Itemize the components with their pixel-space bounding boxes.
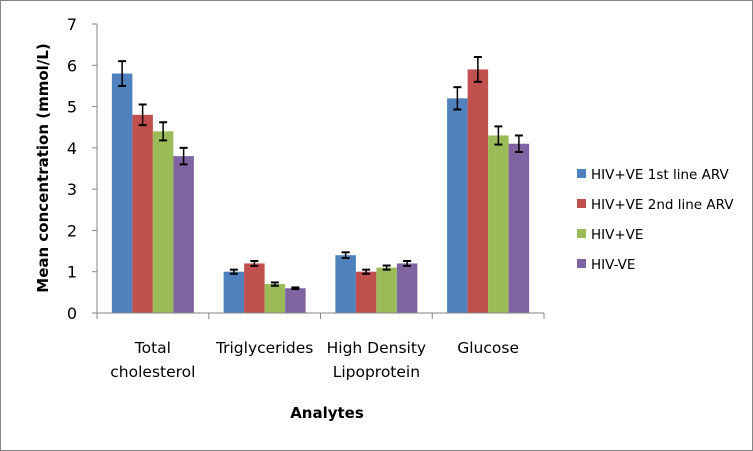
x-tick-label: cholesterol (110, 363, 195, 381)
y-tick-label: 5 (67, 98, 77, 117)
x-tick-label: Lipoprotein (333, 363, 420, 381)
y-tick-label: 0 (67, 304, 77, 323)
y-tick-label: 2 (67, 221, 77, 240)
legend-swatch (577, 259, 586, 268)
legend-label: HIV-VE (591, 257, 635, 273)
bar (335, 255, 356, 313)
axes-layer: 0 1 2 3 4 5 6 7 Total cholesterol Triglycerides Hig… (67, 15, 545, 381)
bar (355, 271, 377, 313)
bar (173, 156, 194, 313)
y-axis-label: Mean concentration (mmol/L) (34, 43, 52, 292)
y-tick-label: 7 (67, 15, 77, 34)
bar (396, 263, 418, 313)
legend-label: HIV+VE 2nd line ARV (591, 197, 734, 213)
y-tick-label: 3 (67, 180, 77, 199)
x-tick-label: Triglycerides (215, 339, 313, 357)
legend-swatch (577, 229, 586, 238)
x-axis-label: Analytes (290, 404, 364, 422)
bar (467, 69, 489, 314)
y-tick-label: 1 (67, 263, 77, 282)
legend-swatch (577, 169, 586, 178)
bar (488, 135, 509, 313)
x-tick-label: Total (134, 339, 171, 357)
y-tick-label: 6 (67, 56, 77, 75)
x-tick-label: High Density (327, 339, 426, 357)
bar (223, 271, 245, 313)
bars-layer (111, 56, 530, 314)
bar (447, 98, 468, 313)
bar (508, 143, 530, 313)
legend-label: HIV+VE (591, 227, 643, 243)
bar (111, 73, 133, 314)
bar (376, 267, 397, 313)
legend-label: HIV+VE 1st line ARV (591, 167, 729, 183)
y-tick-label: 4 (67, 139, 77, 158)
bar (285, 288, 306, 313)
bar (244, 263, 265, 313)
bar (132, 114, 153, 313)
legend: HIV+VE 1st line ARV HIV+VE 2nd line ARV HI… (577, 167, 734, 273)
bar (152, 131, 174, 313)
legend-swatch (577, 199, 586, 208)
x-tick-label: Glucose (457, 339, 519, 357)
bar (264, 284, 286, 313)
